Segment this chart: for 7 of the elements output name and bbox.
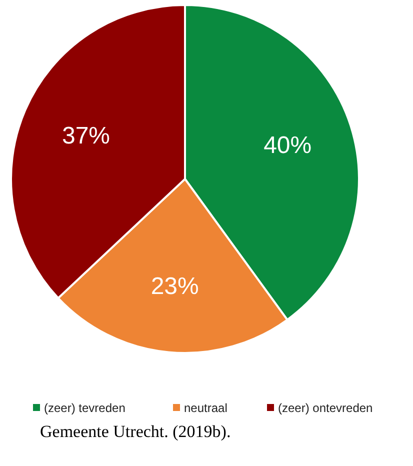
legend-label: (zeer) tevreden	[44, 401, 126, 415]
text: Gemeente Utrecht. (2019b).	[40, 422, 231, 441]
legend-label: neutraal	[184, 401, 228, 415]
legend-label: (zeer) ontevreden	[278, 401, 373, 415]
data-label: 37%	[62, 122, 110, 150]
data-label: 23%	[150, 272, 199, 300]
data-label: 40%	[264, 132, 312, 160]
